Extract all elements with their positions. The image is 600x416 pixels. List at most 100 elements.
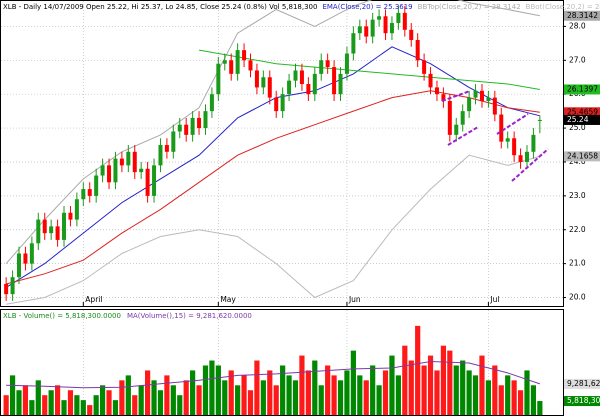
candle-body [254,70,259,88]
label-text: 5,818,300 [567,396,600,405]
volume-bar [209,360,215,415]
candle-body [209,94,214,112]
volume-bar [138,385,144,415]
candle-body [49,226,54,234]
volume-bar [42,395,48,415]
volume-bar [350,350,356,415]
candle-body [203,111,208,129]
candle-body [287,80,292,95]
candle-body [396,12,401,24]
volume-bar [125,375,131,415]
volume-bar [254,360,260,415]
candle-body [505,138,510,142]
volume-bar [344,370,350,415]
x-tick-label: April [85,295,102,304]
label-text: 25.4659 [567,107,598,116]
candle-body [338,73,343,95]
volume-ma-line [6,360,541,389]
volume-bar [402,345,408,415]
candle-body [377,16,382,20]
volume-bar [498,385,504,415]
volume-bar [29,400,35,415]
volume-ma-label: 9,281,620 [564,378,600,389]
candle-body [479,90,484,101]
volume-bar [305,370,311,415]
volume-label: 5,818,300 [564,396,600,407]
candle-body [94,175,99,196]
volume-bar [325,365,331,415]
volume-bar [363,380,369,415]
volume-bar [267,370,273,415]
candle-body [29,243,34,264]
candle-body [537,119,542,121]
volume-bar [382,370,389,415]
candle-body [242,50,247,61]
x-tick-label: May [220,295,236,304]
candle-body [415,39,420,61]
candle-body [126,151,131,166]
volume-bar [241,375,247,415]
y-tick-label: 23.0 [569,191,586,200]
label-text: 28.3142 [567,11,598,20]
volume-bar [415,325,421,415]
volume-bar [280,365,286,415]
label-box [564,378,600,389]
volume-bar [222,380,228,415]
volume-bar [9,375,16,415]
candle-body [81,189,86,200]
volume-bar [440,345,446,415]
candle-body [222,60,227,64]
volume-bar [202,365,209,415]
volume-bar [190,370,196,415]
volume-bar [447,350,453,415]
candle-body [68,212,73,220]
candle-body [190,117,195,135]
candle-body [145,168,150,196]
volume-bar [466,370,472,415]
label-box [564,84,600,95]
volume-bar [80,400,86,415]
overlay-value-label: 28.3142 [564,10,600,21]
candle-body [100,165,105,176]
candle-body [409,29,414,40]
volume-bar [74,395,80,415]
volume-bar [35,380,41,415]
overlay-value-label: 24.1658 [564,151,600,162]
candle-body [467,97,472,112]
candle-body [132,151,137,173]
volume-bar [505,375,511,415]
candle-body [312,73,317,95]
label-text: 9,281,620 [567,379,600,388]
label-box [564,114,600,125]
label-box [564,107,600,118]
volume-bar [292,380,299,415]
y-tick-label: 22.0 [569,225,586,234]
volume-bar [434,370,440,415]
candle-body [280,94,285,112]
volume-bar [119,380,125,415]
volume-bar [376,385,382,415]
candle-body [152,165,157,196]
volume-ma-name: MA(Volume(),15) = 9,281,620.0000 [127,312,252,320]
candle-body [299,70,304,85]
volume-bar [472,375,479,415]
candle-body [344,53,349,74]
candle-body [10,277,15,295]
y-tick-label: 21.0 [569,259,586,268]
volume-bar [421,365,427,415]
candle-body [383,16,388,34]
y-tick-label: 28.0 [569,21,586,30]
volume-bar [112,400,119,415]
candle-body [248,60,253,71]
volume-bar [460,360,466,415]
volume-bar [479,355,485,415]
volume-bar [164,375,170,415]
candle-body [454,124,459,135]
volume-bar [537,401,543,415]
candle-body [512,138,517,156]
volume-bar [99,385,106,415]
volume-bar [260,380,266,415]
candle-body [364,26,369,37]
volume-bar [22,385,29,415]
